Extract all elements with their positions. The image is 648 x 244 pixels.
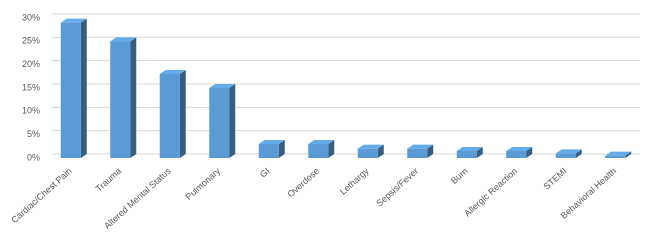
bar bbox=[159, 74, 180, 158]
x-tick-label: Cardiac/Chest Pain bbox=[9, 166, 73, 225]
y-tick-label: 30% bbox=[22, 12, 40, 22]
bar-side bbox=[625, 151, 632, 158]
bar-top bbox=[506, 147, 533, 151]
x-tick-label: Burn bbox=[449, 166, 470, 186]
bar bbox=[209, 88, 230, 158]
bar bbox=[506, 151, 527, 158]
bar-top bbox=[110, 37, 137, 42]
bar bbox=[110, 41, 131, 159]
x-tick-label: Pulmonary bbox=[184, 165, 223, 202]
bar bbox=[456, 151, 477, 158]
x-tick-label: Overdose bbox=[285, 166, 321, 200]
bar bbox=[60, 22, 81, 158]
bar-top bbox=[209, 84, 236, 88]
bar-side bbox=[526, 147, 533, 158]
y-tick-label: 25% bbox=[22, 36, 40, 46]
bar-top bbox=[357, 144, 384, 149]
bar-top bbox=[605, 151, 632, 156]
bar-side bbox=[130, 37, 137, 159]
bar bbox=[308, 144, 329, 158]
bar-side bbox=[179, 70, 186, 158]
bar bbox=[555, 153, 576, 158]
bar-side bbox=[476, 147, 483, 158]
bar bbox=[407, 148, 428, 158]
x-tick-label: Lethargy bbox=[338, 165, 371, 196]
bar-side bbox=[377, 144, 384, 158]
x-tick-label: Sepsis/Fever bbox=[374, 166, 420, 209]
bar-side bbox=[278, 140, 285, 158]
bar-side bbox=[229, 84, 236, 158]
x-tick-label: Trauma bbox=[94, 166, 123, 194]
y-tick-label: 0% bbox=[27, 152, 40, 162]
bar-top bbox=[60, 18, 87, 23]
x-tick-label: GI bbox=[258, 166, 272, 180]
bar-side bbox=[575, 149, 582, 158]
x-tick-label: STEMI bbox=[542, 166, 569, 192]
bar-side bbox=[80, 18, 87, 158]
y-tick-label: 5% bbox=[27, 129, 40, 139]
x-tick-label: Allergic Reaction bbox=[462, 166, 519, 219]
bar bbox=[357, 148, 378, 158]
bar-top bbox=[159, 70, 186, 74]
bar-top bbox=[555, 149, 582, 154]
bar bbox=[258, 144, 279, 158]
y-tick-label: 10% bbox=[22, 106, 40, 116]
y-tick-label: 20% bbox=[22, 59, 40, 69]
bar-side bbox=[427, 144, 434, 158]
bar-side bbox=[328, 140, 335, 158]
bar-top bbox=[258, 140, 285, 144]
bar-top bbox=[456, 147, 483, 151]
bar-top bbox=[407, 144, 434, 149]
bar-top bbox=[308, 140, 335, 144]
bar bbox=[605, 155, 626, 158]
y-tick-label: 15% bbox=[22, 82, 40, 92]
